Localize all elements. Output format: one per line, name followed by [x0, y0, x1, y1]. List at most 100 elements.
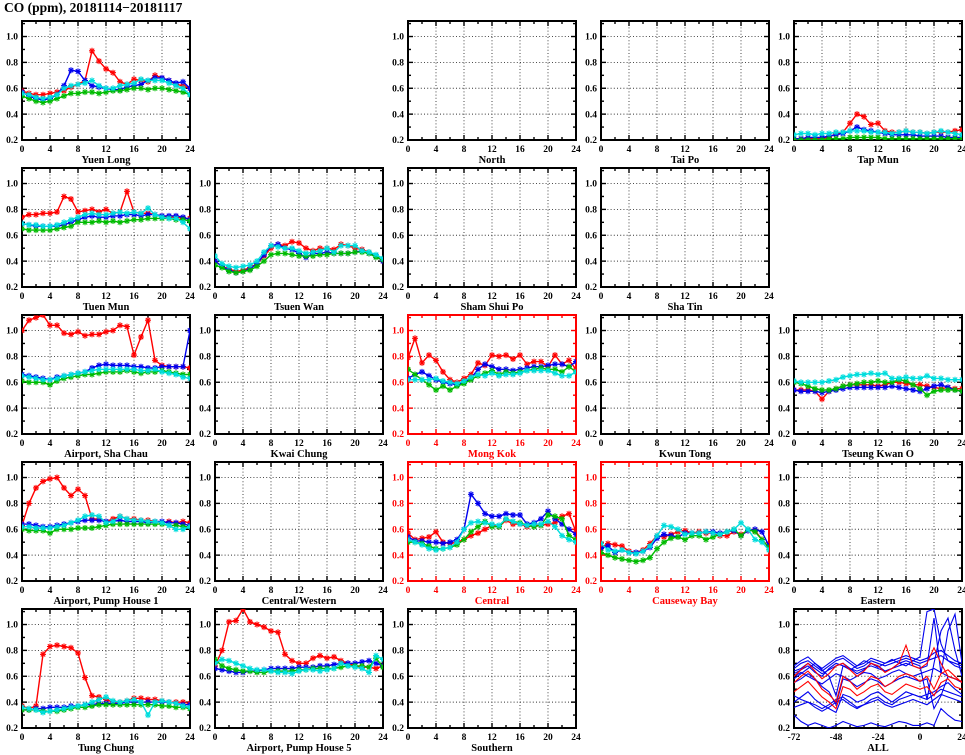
y-tick-label: 0.4 — [392, 110, 404, 120]
series-blue-line — [794, 688, 962, 710]
y-tick-label: 1.0 — [585, 33, 597, 43]
y-tick-label: 0.8 — [6, 647, 18, 657]
axis-ticks — [214, 168, 384, 288]
chart-title: Tung Chung — [78, 743, 135, 754]
y-tick-label: 0.6 — [585, 525, 597, 535]
series-group — [22, 188, 190, 234]
x-tick-label: 12 — [294, 586, 304, 596]
x-tick-label: 16 — [129, 439, 139, 449]
x-tick-label: 8 — [269, 586, 274, 596]
y-tick-label: 0.4 — [199, 551, 211, 561]
x-tick-label: 8 — [655, 145, 660, 155]
y-tick-label: 0.4 — [6, 404, 18, 414]
y-tick-label: 0.8 — [199, 206, 211, 216]
x-tick-label: 4 — [434, 439, 439, 449]
y-tick-label: 0.4 — [392, 257, 404, 267]
chart-tap-mun: 0.2 0.4 0.6 0.8 1.0 0 4 8 12 16 20 24 Tap Mun — [778, 20, 965, 166]
x-tick-label: 4 — [48, 439, 53, 449]
x-tick-label: 8 — [848, 439, 853, 449]
plot-border — [407, 608, 577, 729]
y-tick-label: 0.2 — [585, 577, 597, 587]
series-cyan-markers — [22, 205, 190, 232]
x-tick-label: 12 — [294, 439, 304, 449]
x-tick-label: 24 — [185, 145, 195, 155]
axis-ticks — [600, 462, 770, 582]
y-tick-label: 0.4 — [778, 110, 790, 120]
plot-border — [214, 167, 384, 288]
y-tick-label: 0.8 — [199, 353, 211, 363]
x-tick-label: 16 — [322, 292, 332, 302]
x-tick-label: 24 — [378, 733, 388, 743]
y-tick-label: 0.2 — [6, 724, 18, 734]
x-tick-label: 24 — [957, 733, 965, 743]
axis-labels: 0.2 0.4 0.6 0.8 1.0 0 4 8 12 16 20 24 — [6, 33, 195, 155]
chart-title: Sha Tin — [668, 302, 703, 313]
gridlines — [794, 609, 962, 728]
y-tick-label: 0.2 — [392, 136, 404, 146]
x-tick-label: 16 — [129, 586, 139, 596]
x-tick-label: 12 — [101, 292, 111, 302]
y-tick-label: 0.4 — [6, 110, 18, 120]
x-tick-label: 0 — [20, 439, 25, 449]
y-tick-label: 1.0 — [6, 474, 18, 484]
x-tick-label: 16 — [322, 733, 332, 743]
x-tick-label: 20 — [350, 586, 360, 596]
x-tick-label: -72 — [788, 733, 801, 743]
series-group — [408, 335, 576, 393]
x-tick-label: 16 — [129, 292, 139, 302]
x-tick-label: 8 — [269, 439, 274, 449]
plot-border — [407, 20, 577, 141]
x-tick-label: 0 — [792, 439, 797, 449]
series-cyan-markers — [22, 366, 190, 383]
y-tick-label: 0.6 — [392, 525, 404, 535]
chart-title: Kwun Tong — [659, 449, 712, 460]
x-tick-label: 0 — [406, 145, 411, 155]
y-tick-label: 0.6 — [6, 231, 18, 241]
chart-central-western: 0.2 0.4 0.6 0.8 1.0 0 4 8 12 16 20 24 Central/Wester… — [199, 461, 388, 607]
axis-labels: 0.2 0.4 0.6 0.8 1.0 0 4 8 12 16 20 24 — [585, 327, 774, 449]
chart-title: Tsuen Wan — [274, 302, 324, 313]
plot-border — [600, 461, 770, 582]
x-tick-label: 0 — [213, 586, 218, 596]
x-tick-label: 4 — [48, 292, 53, 302]
x-tick-label: 24 — [378, 292, 388, 302]
x-tick-label: -24 — [872, 733, 885, 743]
axis-labels: 0.2 0.4 0.6 0.8 1.0 0 4 8 12 16 20 24 — [392, 327, 581, 449]
y-tick-label: 0.2 — [199, 430, 211, 440]
x-tick-label: 20 — [543, 733, 553, 743]
x-tick-label: 12 — [873, 145, 883, 155]
x-tick-label: 0 — [20, 145, 25, 155]
chart-title: Airport, Pump House 1 — [54, 596, 159, 607]
x-tick-label: 24 — [571, 733, 581, 743]
x-tick-label: 8 — [269, 733, 274, 743]
y-tick-label: 0.2 — [392, 577, 404, 587]
axis-labels: 0.2 0.4 0.6 0.8 1.0 0 4 8 12 16 20 24 — [585, 474, 774, 596]
x-tick-label: 16 — [901, 439, 911, 449]
y-tick-label: 0.2 — [392, 283, 404, 293]
y-tick-label: 0.4 — [199, 404, 211, 414]
y-tick-label: 0.8 — [199, 500, 211, 510]
x-tick-label: 24 — [378, 586, 388, 596]
axis-ticks — [21, 168, 191, 288]
y-tick-label: 0.2 — [6, 283, 18, 293]
x-tick-label: 8 — [848, 586, 853, 596]
plot-border — [600, 314, 770, 435]
x-tick-label: 24 — [571, 439, 581, 449]
y-tick-label: 0.4 — [778, 698, 790, 708]
y-tick-label: 0.6 — [392, 84, 404, 94]
y-tick-label: 0.2 — [199, 724, 211, 734]
x-tick-label: 16 — [708, 439, 718, 449]
chart-title: Tuen Mun — [83, 302, 130, 313]
x-tick-label: 20 — [157, 439, 167, 449]
x-tick-label: 20 — [736, 292, 746, 302]
x-tick-label: 0 — [599, 586, 604, 596]
x-tick-label: 8 — [269, 292, 274, 302]
x-tick-label: 0 — [213, 733, 218, 743]
chart-title: Causeway Bay — [652, 596, 718, 607]
x-tick-label: 8 — [655, 586, 660, 596]
y-tick-label: 1.0 — [392, 33, 404, 43]
x-tick-label: 16 — [708, 145, 718, 155]
gridlines — [601, 21, 769, 140]
x-tick-label: 0 — [918, 733, 923, 743]
x-tick-label: 20 — [929, 586, 939, 596]
